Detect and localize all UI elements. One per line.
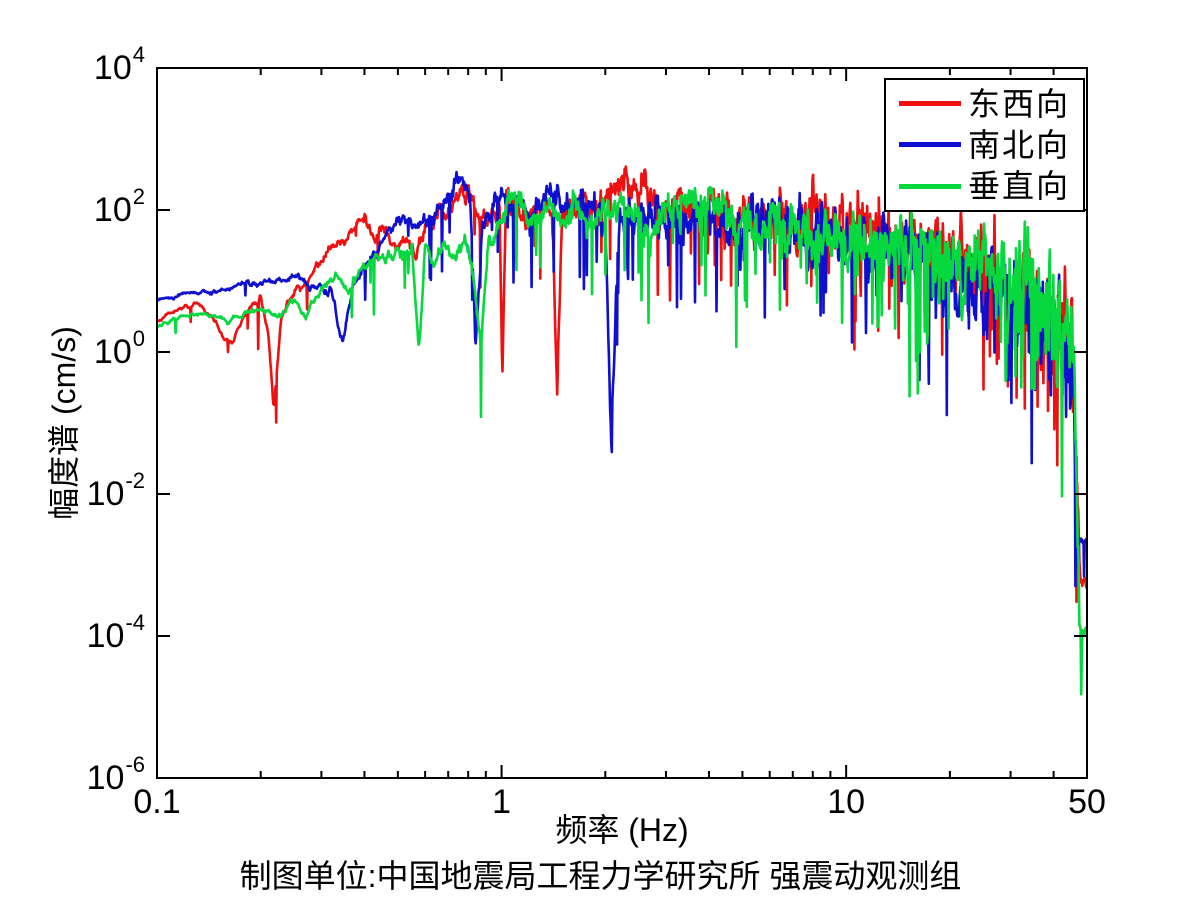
- x-tick-label: 0.1: [133, 783, 181, 821]
- legend-line-vertical: [899, 183, 961, 189]
- legend-item-vertical: 垂直向: [886, 170, 1083, 202]
- legend-line-east-west: [899, 101, 961, 107]
- y-tick-label: 10 4: [93, 42, 145, 87]
- legend-item-east-west: 东西向: [886, 88, 1083, 120]
- y-tick-label: 10 -2: [86, 468, 145, 513]
- x-tick-label: 50: [1068, 783, 1106, 821]
- x-axis-title: 频率 (Hz): [555, 812, 689, 848]
- y-axis-title: 幅度谱 (cm/s): [46, 326, 82, 520]
- figure-caption: 制图单位:中国地震局工程力学研究所 强震动观测组: [239, 858, 962, 894]
- legend-label-vertical: 垂直向: [968, 168, 1071, 205]
- x-tick-label: 1: [492, 783, 512, 821]
- legend-item-north-south: 南北向: [886, 129, 1083, 161]
- x-tick-label: 10: [827, 783, 866, 821]
- legend-label-east-west: 东西向: [968, 85, 1071, 122]
- plot-border: [156, 67, 1088, 779]
- legend: 东西向 南北向 垂直向: [884, 78, 1085, 212]
- series-curves: [157, 165, 1087, 696]
- y-tick-label: 10 -4: [86, 610, 145, 655]
- y-tick-label: 10 0: [93, 326, 145, 371]
- spectrum-curve: [157, 170, 1087, 588]
- legend-line-north-south: [899, 142, 961, 148]
- legend-label-north-south: 南北向: [968, 126, 1071, 163]
- y-tick-label: 10 2: [93, 184, 145, 229]
- y-tick-label: 10 -6: [86, 752, 145, 797]
- spectrum-curve: [157, 186, 1087, 696]
